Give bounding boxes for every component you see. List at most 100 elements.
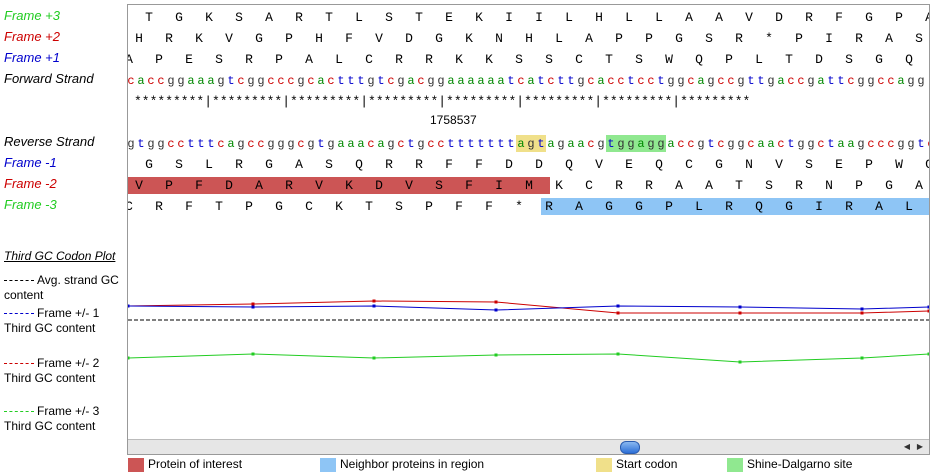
legend-swatch-icon [320,457,336,472]
nucleotide: a [817,74,825,88]
plot-legend-label: Frame +/- 2 Third GC content [4,356,100,385]
nucleotide: a [497,74,505,88]
nucleotide: a [477,74,485,88]
plot-legend-item: Frame +/- 3 Third GC content [4,404,122,434]
amino-acid: K [465,31,473,46]
amino-acid: I [495,178,503,193]
nucleotide: g [907,137,915,151]
amino-acid: T [415,10,423,25]
amino-acid: S [435,178,443,193]
nucleotide: t [187,137,195,151]
nucleotide: t [457,137,465,151]
amino-acid: V [775,157,783,172]
nucleotide: t [537,137,545,151]
nucleotide: a [487,74,495,88]
scroll-right-arrow-icon[interactable]: ▶ [916,442,924,451]
start-codon-highlight[interactable] [516,135,546,152]
nucleotide: a [577,137,585,151]
plot-legend-item: Avg. strand GC content [4,273,122,303]
amino-acid: R [415,157,423,172]
amino-acid: P [855,178,863,193]
nucleotide: t [317,137,325,151]
plot-legend-label: Avg. strand GC content [4,273,119,302]
nucleotide: c [437,137,445,151]
nucleotide: t [827,137,835,151]
nucleotide: t [507,74,515,88]
feature-legend-label: Start codon [616,457,678,471]
amino-acid: M [525,178,533,193]
nucleotide: c [327,74,335,88]
plot-title: Third GC Codon Plot [4,249,116,263]
amino-acid: D [775,10,783,25]
frame1-gc-line [128,305,929,311]
amino-acid: S [635,52,643,67]
frame3-gc-line-point [251,352,255,356]
nucleotide: a [337,137,345,151]
amino-acid: H [315,31,323,46]
nucleotide: a [227,137,235,151]
nucleotide: a [467,74,475,88]
nucleotide: a [447,74,455,88]
nucleotide: t [337,74,345,88]
nucleotide: t [137,137,145,151]
legend-line-icon [4,280,34,282]
nucleotide: g [247,74,255,88]
amino-acid: L [555,31,563,46]
nucleotide: t [747,74,755,88]
scrollbar-thumb[interactable] [620,441,640,454]
nucleotide: g [627,137,635,151]
nucleotide: c [677,137,685,151]
nucleotide: c [607,74,615,88]
amino-acid: C [575,52,583,67]
feature-legend-label: Protein of interest [148,457,243,471]
amino-acid: E [835,157,843,172]
amino-acid: Q [905,52,913,67]
nucleotide: c [926,135,929,153]
amino-acid: N [825,178,833,193]
nucleotide: c [787,74,795,88]
nucleotide: t [787,137,795,151]
nucleotide: c [297,137,305,151]
horizontal-scrollbar[interactable]: ◀ ▶ [128,439,929,454]
frame3-gc-line-point [616,352,620,356]
neighbor-protein-highlight[interactable] [541,198,929,215]
nucleotide: g [127,137,135,151]
nucleotide: g [867,74,875,88]
nucleotide: t [917,137,925,151]
amino-acid: P [725,52,733,67]
legend-swatch-icon [128,457,144,472]
amino-acid: K [345,178,353,193]
nucleotide: a [457,74,465,88]
amino-acid: R [545,199,553,214]
amino-acid: D [225,178,233,193]
scroll-left-arrow-icon[interactable]: ◀ [903,442,911,451]
sequence-viewer[interactable]: TGKSARTLSTEKIILHLLAAVDRFGPA HRKVGPHFVDGK… [127,4,930,455]
amino-acid: L [755,52,763,67]
feature-legend-item: Start codon [596,457,677,473]
nucleotide: g [397,74,405,88]
amino-acid: S [805,157,813,172]
nucleotide: t [757,74,765,88]
amino-acid: T [785,52,793,67]
nucleotide: g [167,74,175,88]
nucleotide: a [757,137,765,151]
amino-acid: W [665,52,673,67]
protein-of-interest-highlight[interactable] [128,177,550,194]
nucleotide: g [417,137,425,151]
frame2-gc-line-point [927,309,929,313]
plot-legend-label: Frame +/- 1 Third GC content [4,306,100,335]
shine-dalgarno-highlight[interactable] [606,135,666,152]
amino-acid: C [685,157,693,172]
amino-acid: Q [695,52,703,67]
nucleotide: a [547,137,555,151]
amino-acid: G [265,157,273,172]
amino-acid: L [335,52,343,67]
amino-acid: G [175,10,183,25]
nucleotide: c [127,74,135,88]
nucleotide: c [637,74,645,88]
amino-acid: K [555,178,563,193]
nucleotide: c [247,137,255,151]
nucleotide: t [537,74,545,88]
frame-plus3-label: Frame +3 [4,8,60,23]
amino-acid: S [705,31,713,46]
